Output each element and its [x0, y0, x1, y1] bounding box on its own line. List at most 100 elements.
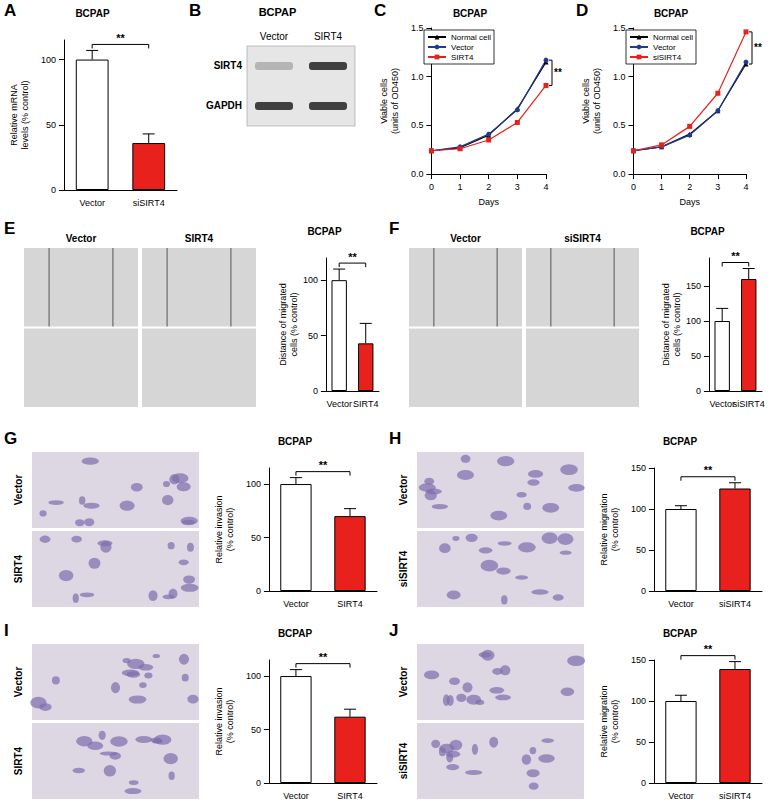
svg-text:50: 50	[46, 120, 56, 130]
svg-text:siSIRT4: siSIRT4	[398, 742, 409, 779]
svg-text:Vector: Vector	[709, 399, 735, 409]
svg-text:0: 0	[51, 185, 56, 195]
svg-text:siSIRT4: siSIRT4	[133, 198, 165, 208]
svg-text:100: 100	[246, 671, 261, 681]
svg-text:Vector: Vector	[668, 791, 694, 801]
svg-text:Distance of migrated: Distance of migrated	[661, 283, 671, 366]
svg-text:siSIRT4: siSIRT4	[398, 550, 409, 587]
svg-text:150: 150	[631, 463, 646, 473]
svg-text:Viable cells: Viable cells	[379, 78, 389, 124]
svg-text:cells (% control): cells (% control)	[289, 292, 299, 356]
svg-text:Vector: Vector	[13, 667, 24, 698]
svg-text:100: 100	[686, 316, 701, 326]
svg-text:Relative migration: Relative migration	[599, 685, 609, 757]
svg-text:0.0: 0.0	[411, 169, 424, 179]
svg-text:**: **	[348, 251, 357, 263]
svg-text:50: 50	[251, 533, 261, 543]
svg-text:2: 2	[687, 182, 692, 192]
svg-text:Vector: Vector	[283, 791, 309, 801]
svg-text:100: 100	[631, 504, 646, 514]
svg-text:3: 3	[515, 182, 520, 192]
svg-text:0.0: 0.0	[613, 169, 626, 179]
svg-text:(% control): (% control)	[610, 700, 620, 744]
svg-text:1.0: 1.0	[613, 72, 626, 82]
svg-text:0.5: 0.5	[613, 120, 626, 130]
svg-text:cells (% control): cells (% control)	[672, 292, 682, 356]
svg-text:Vector: Vector	[79, 198, 105, 208]
svg-text:Vector: Vector	[451, 43, 474, 52]
svg-text:Vector: Vector	[283, 599, 309, 609]
svg-text:**: **	[731, 250, 740, 262]
svg-text:4: 4	[743, 182, 748, 192]
svg-text:Relative mRNA: Relative mRNA	[9, 84, 19, 146]
svg-text:100: 100	[631, 696, 646, 706]
svg-text:**: **	[704, 643, 713, 655]
svg-text:siSIRT4: siSIRT4	[733, 399, 765, 409]
svg-text:150: 150	[631, 655, 646, 665]
svg-text:Days: Days	[478, 197, 499, 207]
svg-text:siSIRT4: siSIRT4	[719, 791, 751, 801]
svg-text:Vector: Vector	[450, 233, 481, 244]
svg-text:50: 50	[636, 737, 646, 747]
svg-text:SIRT4: SIRT4	[185, 233, 214, 244]
svg-text:Vector: Vector	[653, 43, 676, 52]
svg-text:(% control): (% control)	[610, 508, 620, 552]
svg-text:0.5: 0.5	[411, 120, 424, 130]
svg-text:SIRT4: SIRT4	[353, 399, 378, 409]
svg-text:50: 50	[636, 545, 646, 555]
svg-text:siSIRT4: siSIRT4	[564, 233, 601, 244]
svg-text:(% control): (% control)	[225, 700, 235, 744]
svg-text:50: 50	[251, 725, 261, 735]
svg-text:0: 0	[256, 778, 261, 788]
svg-text:BCPAP: BCPAP	[663, 628, 698, 639]
svg-text:Vector: Vector	[398, 667, 409, 698]
svg-text:0: 0	[313, 386, 318, 396]
svg-text:4: 4	[543, 182, 548, 192]
svg-text:100: 100	[303, 275, 318, 285]
svg-text:**: **	[319, 459, 328, 471]
svg-text:Vector: Vector	[66, 233, 97, 244]
svg-text:SIRT4: SIRT4	[337, 791, 362, 801]
svg-text:Days: Days	[679, 197, 700, 207]
svg-text:GAPDH: GAPDH	[206, 100, 242, 111]
svg-text:**: **	[554, 67, 562, 78]
svg-text:1.0: 1.0	[411, 72, 424, 82]
svg-text:Distance of migrated: Distance of migrated	[278, 283, 288, 366]
svg-text:Relative migration: Relative migration	[599, 493, 609, 565]
svg-text:SIRT4: SIRT4	[451, 53, 474, 62]
svg-text:50: 50	[308, 331, 318, 341]
svg-text:**: **	[754, 42, 762, 53]
svg-text:Vector: Vector	[326, 399, 352, 409]
svg-text:50: 50	[691, 351, 701, 361]
svg-text:0: 0	[631, 182, 636, 192]
svg-text:BCPAP: BCPAP	[75, 8, 110, 19]
svg-text:**: **	[704, 464, 713, 476]
svg-text:150: 150	[686, 281, 701, 291]
svg-text:**: **	[116, 32, 125, 44]
svg-text:BCPAP: BCPAP	[453, 8, 488, 19]
svg-text:siSIRT4: siSIRT4	[719, 599, 751, 609]
svg-text:3: 3	[715, 182, 720, 192]
svg-text:1: 1	[458, 182, 463, 192]
svg-text:Vector: Vector	[398, 475, 409, 506]
svg-text:SIRT4: SIRT4	[214, 60, 243, 71]
svg-text:Relative invasion: Relative invasion	[214, 687, 224, 755]
svg-text:1: 1	[659, 182, 664, 192]
svg-text:0: 0	[429, 182, 434, 192]
svg-text:SIRT4: SIRT4	[314, 31, 343, 42]
svg-text:100: 100	[41, 55, 56, 65]
svg-text:1.5: 1.5	[411, 23, 424, 33]
svg-text:BCPAP: BCPAP	[690, 226, 725, 237]
svg-text:Vector: Vector	[13, 475, 24, 506]
svg-text:(units of OD450): (units of OD450)	[592, 68, 602, 134]
svg-text:0: 0	[641, 778, 646, 788]
svg-text:BCPAP: BCPAP	[278, 436, 313, 447]
svg-text:Viable cells: Viable cells	[581, 78, 591, 124]
svg-text:0: 0	[641, 586, 646, 596]
svg-text:2: 2	[486, 182, 491, 192]
svg-text:SIRT4: SIRT4	[13, 554, 24, 583]
svg-text:BCPAP: BCPAP	[278, 628, 313, 639]
svg-text:Relative invasion: Relative invasion	[214, 495, 224, 563]
svg-text:(% control): (% control)	[225, 508, 235, 552]
svg-text:**: **	[319, 651, 328, 663]
